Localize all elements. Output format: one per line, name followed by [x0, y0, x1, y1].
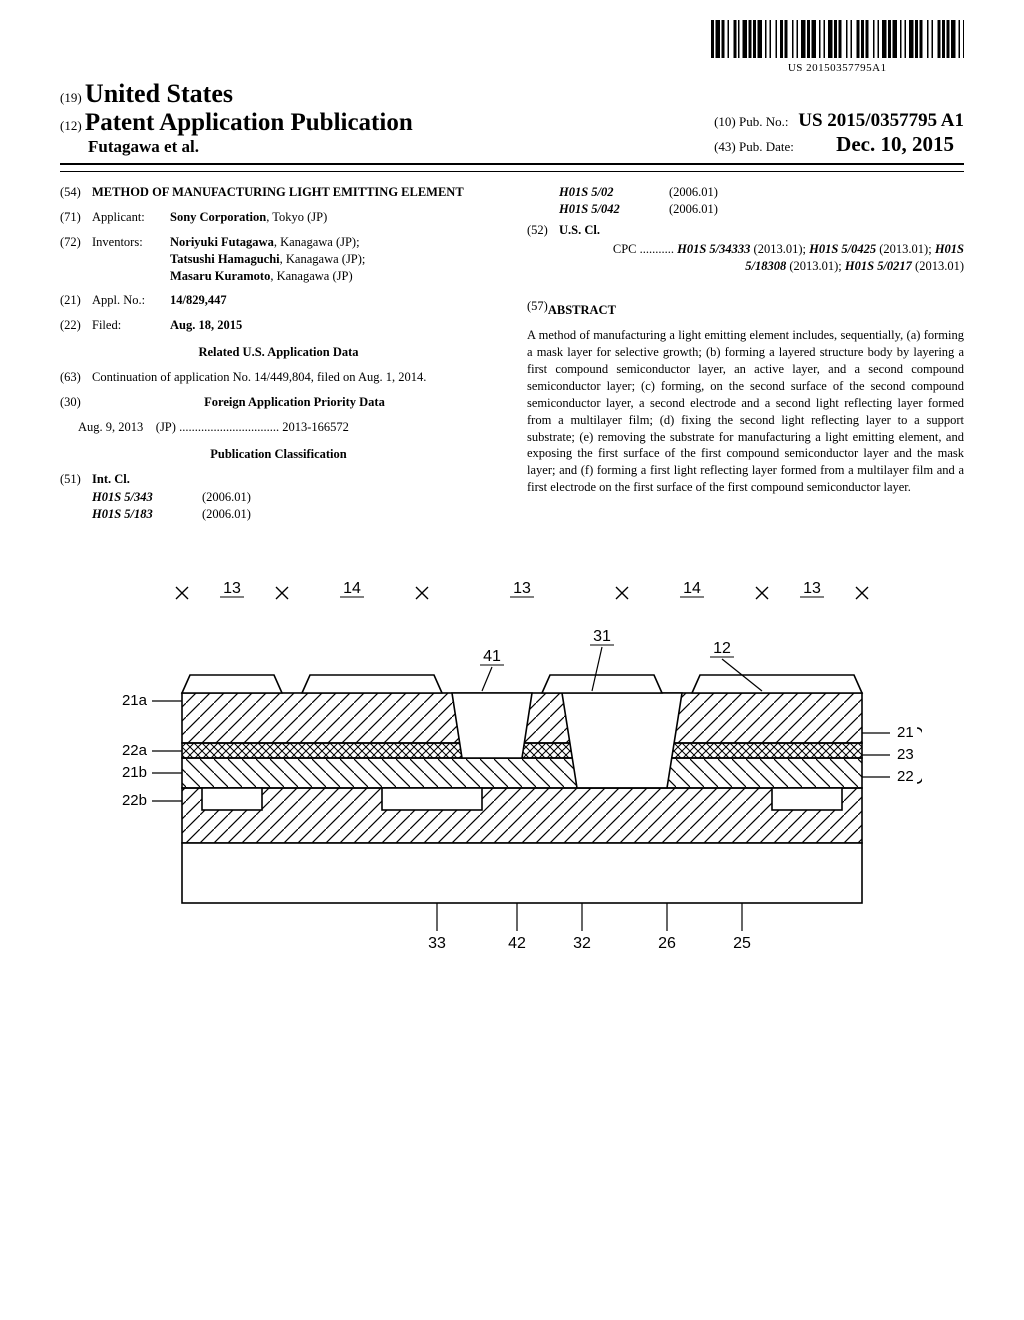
foreign-head-row: (30) Foreign Application Priority Data [60, 394, 497, 411]
svg-text:13: 13 [223, 580, 241, 597]
abstract-num: (57) [527, 298, 548, 327]
rule-thick [60, 163, 964, 165]
abstract-head-row: (57) ABSTRACT [527, 298, 964, 327]
svg-text:21b: 21b [122, 764, 147, 781]
svg-text:42: 42 [508, 935, 526, 952]
pubno: US 2015/0357795 A1 [798, 110, 964, 131]
left-column: (54) METHOD OF MANUFACTURING LIGHT EMITT… [60, 184, 497, 523]
uscl-label: U.S. Cl. [559, 223, 600, 237]
filed-date: Aug. 18, 2015 [170, 318, 242, 332]
svg-text:25: 25 [733, 935, 751, 952]
svg-text:41: 41 [483, 648, 501, 665]
doctype: Patent Application Publication [85, 109, 413, 136]
svg-text:33: 33 [428, 935, 446, 952]
foreign-head: Foreign Application Priority Data [204, 395, 385, 409]
authors: Futagawa et al. [60, 137, 413, 157]
inventors-list: Noriyuki Futagawa, Kanagawa (JP);Tatsush… [170, 234, 497, 285]
uscl-field: (52) U.S. Cl. [527, 222, 964, 239]
applno-num: (21) [60, 292, 92, 309]
applicant-label: Applicant: [92, 209, 170, 226]
foreign-priority-row: Aug. 9, 2013 (JP) ......................… [60, 419, 497, 436]
pubdate: Dec. 10, 2015 [836, 132, 954, 156]
applno-label: Appl. No.: [92, 292, 170, 309]
applicant-name: Sony Corporation [170, 210, 266, 224]
biblio-columns: (54) METHOD OF MANUFACTURING LIGHT EMITT… [60, 184, 964, 523]
barcode-number: US 20150357795A1 [711, 62, 965, 74]
filed-num: (22) [60, 317, 92, 334]
continuation-num: (63) [60, 369, 92, 386]
svg-text:32: 32 [573, 935, 591, 952]
svg-text:31: 31 [593, 628, 611, 645]
svg-text:22b: 22b [122, 792, 147, 809]
intcl-num: (51) [60, 471, 92, 488]
rule-thin [60, 171, 964, 172]
barcode-region: US 20150357795A1 [60, 20, 964, 75]
svg-text:21a: 21a [122, 692, 148, 709]
svg-text:26: 26 [658, 935, 676, 952]
related-head: Related U.S. Application Data [60, 344, 497, 361]
inventors-label: Inventors: [92, 234, 170, 285]
foreign-no: 2013-166572 [282, 419, 349, 436]
figure: 131413141321a22a21b22b212322204131123342… [60, 563, 964, 983]
pubdate-label: Pub. Date: [739, 139, 794, 154]
svg-text:21: 21 [897, 724, 914, 741]
intcl-label: Int. Cl. [92, 472, 130, 486]
country-prefix: (19) [60, 90, 82, 105]
invention-title: METHOD OF MANUFACTURING LIGHT EMITTING E… [92, 185, 464, 199]
country: United States [85, 79, 233, 108]
barcode: US 20150357795A1 [711, 20, 965, 74]
abstract-text: A method of manufacturing a light emitti… [527, 327, 964, 496]
svg-text:13: 13 [513, 580, 531, 597]
uscl-num: (52) [527, 222, 559, 239]
applicant-loc: , Tokyo (JP) [266, 210, 327, 224]
cpc-codes: H01S 5/34333 (2013.01); H01S 5/0425 (201… [677, 242, 964, 273]
pubno-prefix: (10) [714, 114, 736, 129]
svg-text:14: 14 [683, 580, 701, 597]
foreign-num: (30) [60, 394, 92, 411]
abstract-label: ABSTRACT [548, 302, 616, 319]
filed-field: (22) Filed: Aug. 18, 2015 [60, 317, 497, 334]
foreign-cc: (JP) [156, 419, 176, 436]
pubno-label: Pub. No.: [739, 114, 788, 129]
svg-text:22a: 22a [122, 742, 148, 759]
inventors-num: (72) [60, 234, 92, 285]
applicant-field: (71) Applicant: Sony Corporation, Tokyo … [60, 209, 497, 226]
svg-text:12: 12 [713, 640, 731, 657]
filed-label: Filed: [92, 317, 170, 334]
foreign-dots: ................................ [179, 419, 279, 436]
right-column: H01S 5/02(2006.01)H01S 5/042(2006.01) (5… [527, 184, 964, 523]
pubdate-prefix: (43) [714, 139, 736, 154]
applno-field: (21) Appl. No.: 14/829,447 [60, 292, 497, 309]
inventors-field: (72) Inventors: Noriyuki Futagawa, Kanag… [60, 234, 497, 285]
cpc-block: CPC ........... H01S 5/34333 (2013.01); … [527, 241, 964, 275]
applno: 14/829,447 [170, 293, 227, 307]
svg-text:23: 23 [897, 746, 914, 763]
continuation-text: Continuation of application No. 14/449,8… [92, 369, 497, 386]
title-field: (54) METHOD OF MANUFACTURING LIGHT EMITT… [60, 184, 497, 201]
header: (19) United States (12) Patent Applicati… [60, 79, 964, 157]
applicant-num: (71) [60, 209, 92, 226]
foreign-date: Aug. 9, 2013 [78, 419, 143, 436]
cpc-label: CPC ........... [613, 242, 674, 256]
pubclass-head: Publication Classification [60, 446, 497, 463]
doctype-prefix: (12) [60, 118, 82, 133]
svg-text:13: 13 [803, 580, 821, 597]
intcl-list: H01S 5/343(2006.01)H01S 5/183(2006.01) [60, 489, 497, 523]
intcl-cont: H01S 5/02(2006.01)H01S 5/042(2006.01) [527, 184, 964, 218]
continuation-field: (63) Continuation of application No. 14/… [60, 369, 497, 386]
svg-text:14: 14 [343, 580, 361, 597]
title-num: (54) [60, 184, 92, 201]
svg-text:22: 22 [897, 768, 914, 785]
intcl-field: (51) Int. Cl. [60, 471, 497, 488]
